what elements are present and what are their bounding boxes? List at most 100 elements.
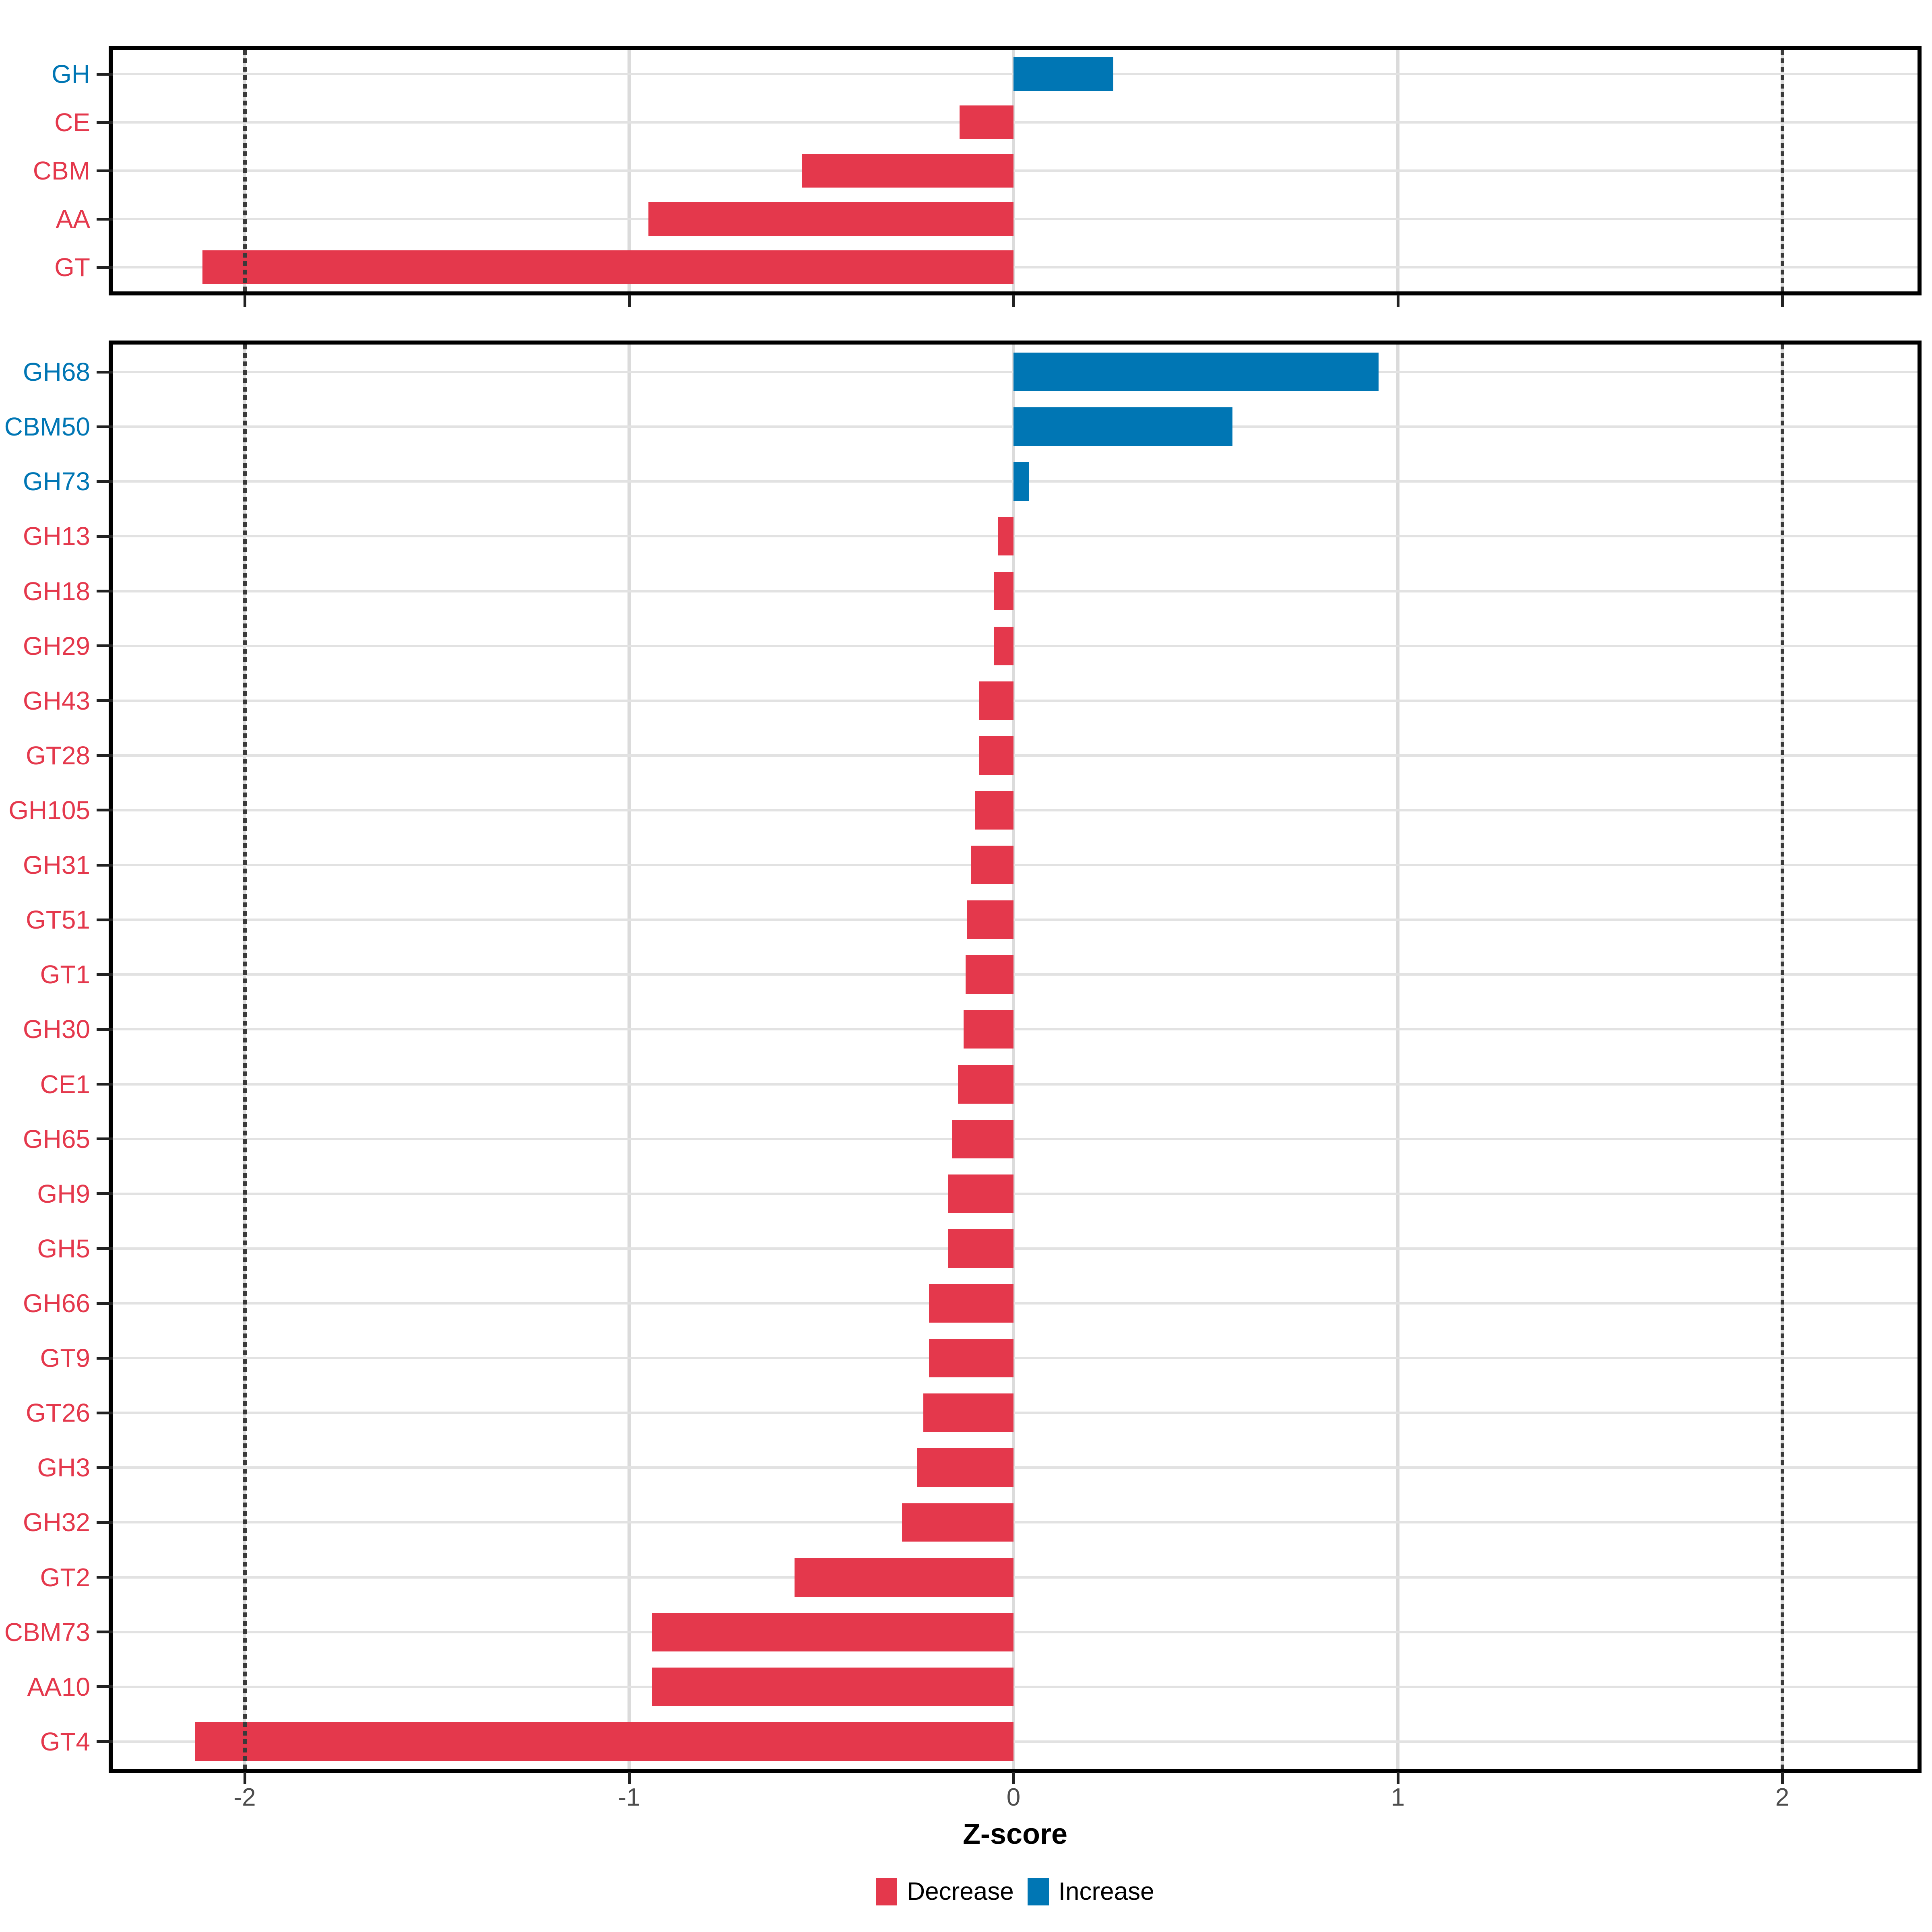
bar-GH18 xyxy=(994,572,1013,611)
category-label-GH: GH xyxy=(52,60,90,89)
y-tick-mark-AA10 xyxy=(97,1685,113,1688)
reference-line-2 xyxy=(1780,50,1784,291)
category-label-GT9: GT9 xyxy=(40,1344,90,1373)
legend-item-increase: Increase xyxy=(1027,1878,1154,1905)
y-tick-mark-CE xyxy=(97,121,113,124)
bar-GH9 xyxy=(948,1174,1013,1213)
bar-GH29 xyxy=(994,626,1013,665)
category-label-GH18: GH18 xyxy=(23,576,90,606)
y-tick-mark-GT51 xyxy=(97,918,113,921)
category-label-CE1: CE1 xyxy=(40,1069,91,1099)
category-label-GH13: GH13 xyxy=(23,522,90,551)
category-label-GH73: GH73 xyxy=(23,467,90,496)
category-label-GH30: GH30 xyxy=(23,1015,90,1044)
gridline-y-CE xyxy=(113,121,1918,124)
y-tick-mark-GH18 xyxy=(97,590,113,593)
bar-GH73 xyxy=(1013,462,1029,501)
bar-CE1 xyxy=(958,1065,1013,1104)
gridline-y-CBM xyxy=(113,169,1918,172)
y-tick-mark-CBM73 xyxy=(97,1631,113,1634)
y-tick-mark-GH68 xyxy=(97,370,113,374)
y-tick-mark-GT4 xyxy=(97,1740,113,1743)
gridline-y-GH9 xyxy=(113,1192,1918,1195)
bar-GT xyxy=(202,250,1013,285)
bar-CE xyxy=(960,105,1013,140)
bar-GH31 xyxy=(971,846,1013,885)
category-label-GT51: GT51 xyxy=(25,905,90,935)
gridline-y-GH5 xyxy=(113,1247,1918,1250)
gridline-x-0 xyxy=(1012,345,1015,1769)
gridline-y-GH32 xyxy=(113,1521,1918,1524)
bar-GH65 xyxy=(952,1119,1013,1158)
y-tick-mark-GH5 xyxy=(97,1247,113,1250)
bar-GT9 xyxy=(929,1339,1013,1378)
gridline-y-GH31 xyxy=(113,864,1918,867)
y-tick-mark-GT28 xyxy=(97,754,113,757)
panel-cazyme-class xyxy=(97,46,1922,307)
x-tick-mark--2 xyxy=(243,1772,246,1784)
x-tick-mark-1 xyxy=(1396,295,1399,307)
x-axis-tick-label-0: 0 xyxy=(1006,1783,1021,1811)
gridline-y-GT51 xyxy=(113,919,1918,921)
gridline-y-GH43 xyxy=(113,699,1918,702)
y-tick-mark-CE1 xyxy=(97,1083,113,1086)
category-label-CBM73: CBM73 xyxy=(4,1617,90,1647)
y-tick-mark-GT9 xyxy=(97,1356,113,1360)
category-label-GT: GT xyxy=(54,253,90,282)
category-label-GH43: GH43 xyxy=(23,686,90,715)
reference-line--2 xyxy=(243,50,247,291)
x-tick-mark--1 xyxy=(627,1772,631,1784)
bar-GT2 xyxy=(794,1558,1013,1597)
y-tick-mark-GH73 xyxy=(97,480,113,483)
bar-GH32 xyxy=(902,1503,1013,1542)
bar-GH5 xyxy=(948,1229,1013,1268)
gridline-y-GH13 xyxy=(113,535,1918,538)
category-label-GH9: GH9 xyxy=(37,1179,90,1208)
gridline-y-GH30 xyxy=(113,1028,1918,1031)
category-label-GH29: GH29 xyxy=(23,631,90,661)
reference-line--2 xyxy=(243,345,247,1769)
category-label-GT1: GT1 xyxy=(40,960,90,989)
bar-GT4 xyxy=(194,1722,1013,1761)
gridline-x--1 xyxy=(627,345,631,1769)
y-tick-mark-GH32 xyxy=(97,1521,113,1524)
x-tick-mark-0 xyxy=(1012,295,1015,307)
y-tick-mark-CBM xyxy=(97,169,113,172)
y-tick-mark-GH30 xyxy=(97,1028,113,1031)
gridline-y-AA10 xyxy=(113,1685,1918,1688)
y-tick-mark-GH xyxy=(97,72,113,76)
legend-label-decrease: Decrease xyxy=(907,1878,1014,1905)
category-label-GH65: GH65 xyxy=(23,1124,90,1154)
bar-GH13 xyxy=(998,517,1013,556)
category-label-GH5: GH5 xyxy=(37,1234,90,1263)
bar-GT26 xyxy=(923,1393,1013,1432)
y-tick-mark-GH31 xyxy=(97,863,113,867)
category-label-GH3: GH3 xyxy=(37,1453,90,1482)
gridline-y-GT xyxy=(113,266,1918,268)
increase-swatch-icon xyxy=(1027,1878,1049,1905)
category-label-AA: AA xyxy=(56,204,90,233)
bar-GT1 xyxy=(965,955,1013,994)
x-tick-mark-2 xyxy=(1781,295,1784,307)
y-tick-mark-CBM50 xyxy=(97,425,113,428)
bar-GH43 xyxy=(979,681,1013,720)
y-tick-mark-GH9 xyxy=(97,1192,113,1195)
category-label-GH105: GH105 xyxy=(8,795,90,825)
category-label-CE: CE xyxy=(54,108,90,137)
x-axis-tick-label-2: 2 xyxy=(1775,1783,1790,1811)
bar-GH66 xyxy=(929,1284,1013,1323)
bar-GH68 xyxy=(1013,353,1379,392)
legend-label-increase: Increase xyxy=(1058,1878,1154,1905)
gridline-y-CBM73 xyxy=(113,1631,1918,1633)
bar-CBM50 xyxy=(1013,407,1233,446)
category-label-GH31: GH31 xyxy=(23,850,90,880)
category-label-GT2: GT2 xyxy=(40,1563,90,1592)
x-tick-mark-2 xyxy=(1781,1772,1784,1784)
decrease-swatch-icon xyxy=(876,1878,898,1905)
bar-GH xyxy=(1013,57,1114,91)
category-label-GH66: GH66 xyxy=(23,1289,90,1318)
y-tick-mark-GT2 xyxy=(97,1576,113,1579)
bar-GH30 xyxy=(963,1010,1013,1049)
bar-GT51 xyxy=(967,900,1013,939)
